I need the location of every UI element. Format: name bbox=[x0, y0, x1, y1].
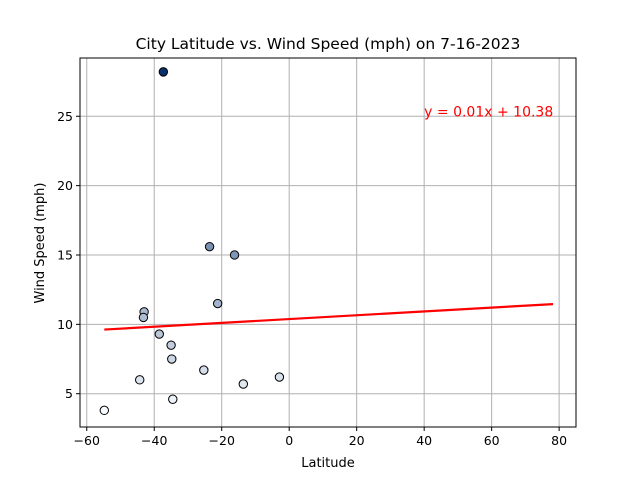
y-tick-label: 5 bbox=[65, 386, 73, 401]
regression-equation: y = 0.01x + 10.38 bbox=[424, 104, 553, 120]
y-tick-label: 20 bbox=[57, 178, 73, 193]
x-tick-label: −60 bbox=[74, 433, 100, 448]
data-point bbox=[167, 354, 177, 364]
x-tick-label: 40 bbox=[416, 433, 432, 448]
data-point bbox=[168, 394, 178, 404]
plot-frame bbox=[79, 57, 577, 428]
data-points bbox=[99, 67, 285, 416]
data-point bbox=[199, 365, 209, 375]
x-tick-label: −20 bbox=[209, 433, 235, 448]
x-tick-label: 80 bbox=[551, 433, 567, 448]
x-tick-label: 0 bbox=[285, 433, 293, 448]
x-axis-label: Latitude bbox=[301, 456, 355, 471]
data-point bbox=[238, 379, 249, 389]
y-tick-label: 10 bbox=[57, 317, 73, 332]
chart-title: City Latitude vs. Wind Speed (mph) on 7-… bbox=[136, 35, 521, 53]
data-point bbox=[138, 312, 149, 323]
regression-line-group bbox=[104, 303, 554, 331]
data-point bbox=[274, 372, 285, 382]
data-point bbox=[166, 340, 176, 350]
data-point bbox=[154, 329, 164, 339]
x-tick-label: −40 bbox=[141, 433, 167, 448]
data-point bbox=[204, 241, 215, 252]
y-axis-label: Wind Speed (mph) bbox=[33, 183, 48, 304]
data-point bbox=[229, 250, 240, 260]
x-tick-label: 60 bbox=[484, 433, 500, 448]
grid bbox=[80, 58, 576, 427]
data-point bbox=[158, 67, 169, 77]
x-tick-label: 20 bbox=[349, 433, 365, 448]
data-point bbox=[99, 405, 109, 416]
y-tick-label: 25 bbox=[57, 109, 73, 124]
ticks: −60 −40 −20 0 20 40 60 80 5 10 15 20 25 bbox=[57, 109, 567, 448]
y-tick-label: 15 bbox=[57, 247, 73, 262]
data-point bbox=[135, 375, 145, 385]
regression-line bbox=[104, 303, 554, 331]
data-point bbox=[212, 298, 223, 309]
